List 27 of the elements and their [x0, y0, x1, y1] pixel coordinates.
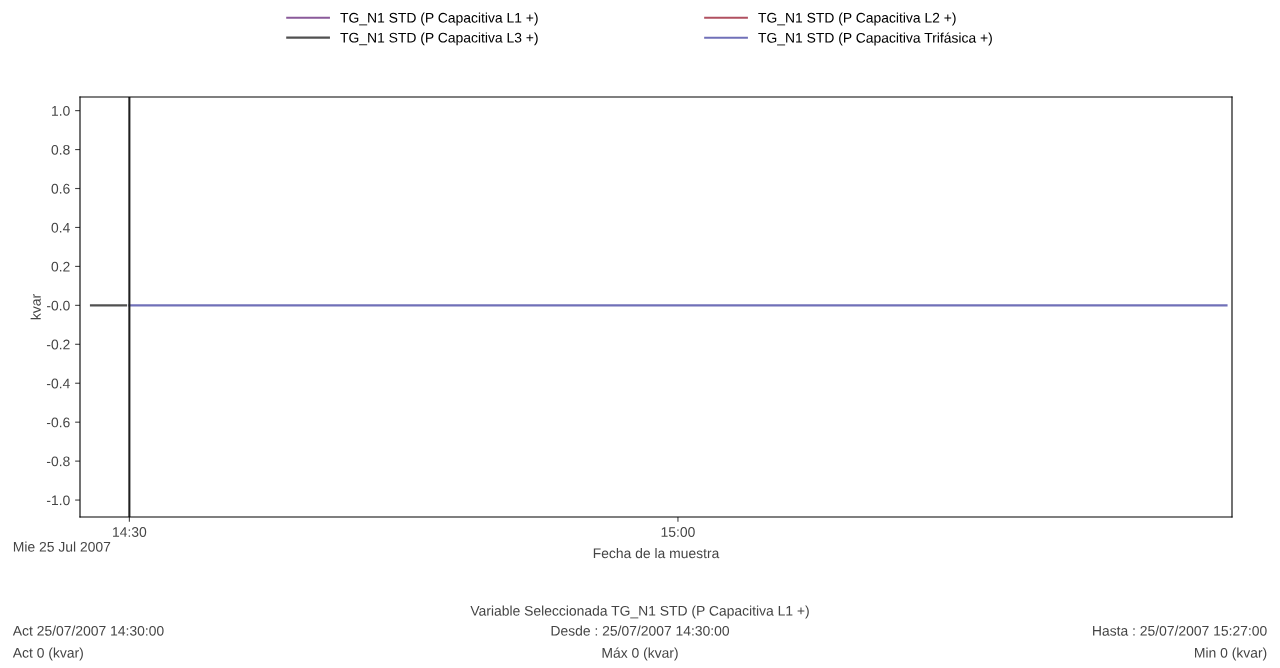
legend-label: TG_N1 STD (P Capacitiva L1 +) — [340, 12, 538, 26]
y-tick-label: 0.4 — [51, 222, 70, 233]
text: Mie 25 Jul 2007 — [13, 541, 111, 552]
text: Act 25/07/2007 14:30:00 — [12, 625, 164, 636]
legend-label: TG_N1 STD (P Capacitiva Trifásica +) — [758, 32, 992, 46]
x-tick-label: 14:30 — [113, 527, 147, 537]
text: Máx 0 (kvar) — [602, 647, 678, 661]
y-tick-label: -0.6 — [46, 417, 70, 428]
legend-label: TG_N1 STD (P Capacitiva L2 +) — [758, 12, 956, 26]
text: Hasta : 25/07/2007 15:27:00 — [1093, 625, 1267, 636]
y-tick-label: -0.4 — [46, 378, 70, 389]
y-tick-label: 0.2 — [51, 261, 70, 272]
y-tick-label: -0.8 — [46, 456, 70, 467]
y-axis-title: kvar — [30, 294, 41, 320]
y-tick-label: -0.2 — [46, 339, 70, 350]
text: Desde : 25/07/2007 14:30:00 — [551, 625, 730, 636]
text: Min 0 (kvar) — [1195, 647, 1267, 661]
text: Variable Seleccionada TG_N1 STD (P Capacitiva L1 +) — [470, 605, 809, 619]
y-tick-label: -1.0 — [46, 495, 70, 506]
x-tick-label: 15:00 — [661, 527, 695, 537]
x-axis-title: Fecha de la muestra — [593, 548, 720, 559]
y-tick-label: -0.0 — [46, 300, 70, 311]
y-tick-label: 0.8 — [51, 144, 70, 155]
y-tick-label: 1.0 — [52, 105, 70, 116]
legend-label: TG_N1 STD (P Capacitiva L3 +) — [340, 32, 538, 46]
y-tick-label: 0.6 — [51, 183, 70, 194]
text: Act 0 (kvar) — [12, 647, 83, 661]
